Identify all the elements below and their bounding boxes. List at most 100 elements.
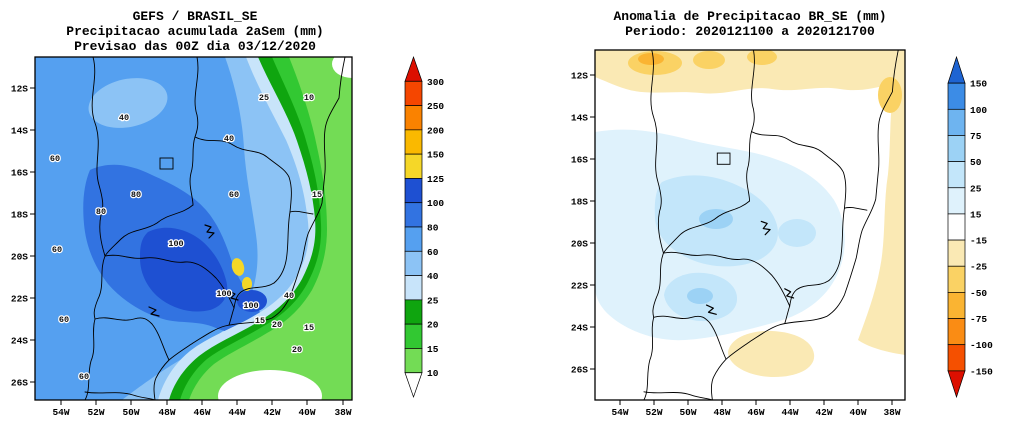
contour-label: 40 <box>119 113 129 123</box>
lon-tick-label: 52W <box>87 407 104 418</box>
colorbar-segment <box>404 372 423 399</box>
right-map-axes: 12S 14S 16S 18S 20S 22S 24S 26S 54W 52W 50W 48W 46W 4… <box>571 71 901 419</box>
left-map-axes: 12S 14S 16S 18S 20S 22S 24S 26S 54W 52W 50W 48W 46W 4… <box>11 84 352 419</box>
lat-tick-label: 22S <box>11 294 28 305</box>
contour-label: 40 <box>224 134 234 144</box>
contour-label: 60 <box>229 190 239 200</box>
colorbar-label: -25 <box>970 262 987 273</box>
lat-tick-label: 18S <box>571 197 588 208</box>
colorbar-segment <box>404 202 423 228</box>
colorbar-label: 200 <box>427 125 444 136</box>
colorbar-segment <box>947 55 966 84</box>
colorbar-segment <box>404 105 423 131</box>
lat-tick-label: 14S <box>571 113 588 124</box>
colorbar-segment <box>947 135 966 162</box>
lon-tick-label: 40W <box>298 407 315 418</box>
left-map-field <box>35 57 352 400</box>
lat-tick-label: 12S <box>11 84 28 95</box>
left-map-title-line2: Precipitacao acumulada 2aSem (mm) <box>66 24 323 39</box>
lon-tick-label: 46W <box>747 407 764 418</box>
colorbar-segment <box>404 80 423 106</box>
colorbar-label: 10 <box>427 368 439 379</box>
lat-tick-label: 26S <box>11 378 28 389</box>
colorbar-label: 25 <box>970 183 982 194</box>
contour-label: 60 <box>52 245 62 255</box>
contour-label: 20 <box>272 320 282 330</box>
lon-tick-label: 42W <box>263 407 280 418</box>
colorbar-segment <box>404 250 423 276</box>
precip-fill-region <box>189 57 352 400</box>
lat-tick-label: 14S <box>11 126 28 137</box>
precip-fill-region <box>747 50 777 65</box>
lon-tick-label: 38W <box>334 407 351 418</box>
colorbar-segment <box>947 239 966 267</box>
precip-fill-region <box>332 57 352 78</box>
contour-label: 60 <box>50 154 60 164</box>
colorbar-label: 25 <box>427 295 439 306</box>
precip-fill-region <box>699 209 733 229</box>
colorbar-segment <box>404 299 423 325</box>
colorbar-segment <box>947 370 966 399</box>
precip-fill-region <box>693 51 725 69</box>
lon-tick-label: 44W <box>781 407 798 418</box>
colorbar-label: -150 <box>970 366 993 377</box>
right-map-field <box>595 50 905 400</box>
colorbar-segment <box>404 323 423 349</box>
colorbar-label: -15 <box>970 236 987 247</box>
colorbar-label: 15 <box>970 209 982 220</box>
lon-tick-label: 48W <box>713 407 730 418</box>
precip-fill-region <box>242 277 252 291</box>
colorbar-label: 125 <box>427 174 444 185</box>
colorbar-label: 150 <box>970 79 987 90</box>
colorbar-label: 20 <box>427 320 439 331</box>
lon-tick-label: 44W <box>228 407 245 418</box>
precip-fill-region <box>237 290 267 312</box>
contour-label: 15 <box>312 190 322 200</box>
lon-tick-label: 50W <box>122 407 139 418</box>
colorbar-label: 150 <box>427 150 444 161</box>
colorbar-label: 80 <box>427 223 439 234</box>
lon-tick-label: 52W <box>645 407 662 418</box>
colorbar-label: 60 <box>427 247 439 258</box>
lon-tick-label: 40W <box>849 407 866 418</box>
colorbar-label: 300 <box>427 77 444 88</box>
lon-tick-label: 42W <box>815 407 832 418</box>
lat-tick-label: 24S <box>571 323 588 334</box>
left-map-title-line3: Previsao das 00Z dia 03/12/2020 <box>74 39 316 54</box>
contour-label: 100 <box>216 289 231 299</box>
colorbar-segment <box>404 226 423 252</box>
precip-fill-region <box>88 78 168 128</box>
colorbar-segment <box>947 292 966 319</box>
contour-label: 80 <box>96 207 106 217</box>
lon-tick-label: 54W <box>611 407 628 418</box>
right-colorbar: 150 100 75 50 25 15 -15 -25 -50 -75 -100 -150 <box>947 55 993 399</box>
colorbar-label: 100 <box>427 198 444 209</box>
lon-tick-label: 38W <box>883 407 900 418</box>
colorbar-label: -50 <box>970 288 987 299</box>
lat-tick-label: 18S <box>11 210 28 221</box>
lon-tick-label: 48W <box>158 407 175 418</box>
contour-label: 80 <box>131 190 141 200</box>
colorbar-segment <box>404 153 423 179</box>
precip-fill-region <box>218 370 322 400</box>
colorbar-segment <box>947 344 966 372</box>
contour-label: 100 <box>168 239 183 249</box>
colorbar-label: 50 <box>970 157 982 168</box>
right-map-title-line1: Anomalia de Precipitacao BR_SE (mm) <box>613 9 886 24</box>
left-map-frame <box>34 56 353 401</box>
lat-tick-label: 16S <box>11 168 28 179</box>
lon-tick-label: 46W <box>193 407 210 418</box>
colorbar-label: 100 <box>970 105 987 116</box>
precip-fill-region <box>878 77 902 113</box>
lat-tick-label: 24S <box>11 336 28 347</box>
precip-fill-region <box>687 288 713 304</box>
left-contour-labels: 40 25 10 40 60 80 60 15 80 100 60 100 40 100 15 20 60 15 2… <box>49 92 324 384</box>
colorbar-segment <box>947 318 966 346</box>
precip-fill-region <box>231 258 245 276</box>
right-map-frame <box>594 49 906 401</box>
colorbar-segment <box>947 82 966 110</box>
colorbar-segment <box>404 129 423 155</box>
colorbar-label: 75 <box>970 131 982 142</box>
